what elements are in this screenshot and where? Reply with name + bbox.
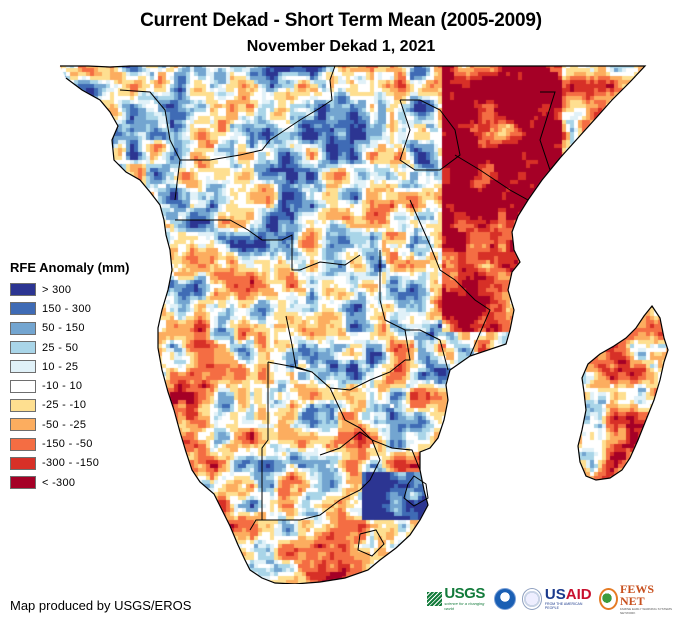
legend-swatch <box>10 476 36 490</box>
partner-logos: USGS science for a changing world USAID … <box>427 583 682 615</box>
noaa-emblem-icon <box>493 588 516 610</box>
madagascar-coastline <box>577 304 669 481</box>
legend-item: 10 - 25 <box>10 357 129 376</box>
legend-swatch <box>10 379 36 393</box>
usaid-aid-text: AID <box>565 586 592 603</box>
legend-item: -150 - -50 <box>10 434 129 453</box>
legend-label: -10 - 10 <box>42 380 83 393</box>
legend-item: > 300 <box>10 280 129 299</box>
legend-label: 10 - 25 <box>42 360 79 373</box>
legend-item: 150 - 300 <box>10 299 129 318</box>
anomaly-map <box>0 64 682 584</box>
credit-text: Map produced by USGS/EROS <box>10 598 192 613</box>
legend-label: 150 - 300 <box>42 302 92 315</box>
legend-swatch <box>10 341 36 355</box>
usaid-us-text: US <box>544 586 566 603</box>
africa-coastline <box>60 65 647 584</box>
fewsnet-globe-icon <box>599 588 618 610</box>
legend-swatch <box>10 302 36 316</box>
fewsnet-logo: FEWS NET FAMINE EARLY WARNING SYSTEMS NE… <box>599 583 676 615</box>
legend-label: -300 - -150 <box>42 457 100 470</box>
legend: RFE Anomaly (mm) > 300 150 - 300 50 - 150 2… <box>10 260 129 492</box>
legend-item: -50 - -25 <box>10 415 129 434</box>
usaid-logo: USAID FROM THE AMERICAN PEOPLE <box>521 586 594 610</box>
legend-label: 25 - 50 <box>42 341 79 354</box>
legend-swatch <box>10 418 36 432</box>
usgs-logo: USGS science for a changing world <box>427 585 488 611</box>
legend-item: 50 - 150 <box>10 319 129 338</box>
usgs-mark-icon <box>427 592 443 606</box>
usaid-tagline: FROM THE AMERICAN PEOPLE <box>544 602 583 610</box>
usgs-tagline: science for a changing world <box>444 601 485 611</box>
legend-item: -10 - 10 <box>10 376 129 395</box>
legend-label: < -300 <box>42 476 76 489</box>
legend-item: -300 - -150 <box>10 454 129 473</box>
legend-swatch <box>10 456 36 470</box>
legend-label: -50 - -25 <box>42 418 87 431</box>
legend-swatch <box>10 321 36 335</box>
legend-item: 25 - 50 <box>10 338 129 357</box>
map-subtitle: November Dekad 1, 2021 <box>246 38 436 55</box>
legend-label: -25 - -10 <box>42 399 87 412</box>
legend-title: RFE Anomaly (mm) <box>10 260 130 275</box>
legend-item: < -300 <box>10 473 129 492</box>
usaid-seal-icon <box>521 588 542 610</box>
usgs-logo-text: USGS <box>444 585 485 602</box>
legend-swatch <box>10 437 36 451</box>
noaa-logo <box>493 588 516 610</box>
legend-label: -150 - -50 <box>42 438 93 451</box>
country-borders <box>60 65 669 584</box>
legend-swatch <box>10 360 36 374</box>
legend-label: > 300 <box>42 283 72 296</box>
national-borders <box>119 65 561 557</box>
legend-label: 50 - 150 <box>42 322 85 335</box>
fewsnet-tagline: FAMINE EARLY WARNING SYSTEMS NETWORK <box>620 607 672 615</box>
legend-swatch <box>10 398 36 412</box>
legend-item: -25 - -10 <box>10 396 129 415</box>
legend-swatch <box>10 283 36 297</box>
fewsnet-logo-text: FEWS NET <box>620 582 655 608</box>
map-title: Current Dekad - Short Term Mean (2005-20… <box>140 10 542 31</box>
